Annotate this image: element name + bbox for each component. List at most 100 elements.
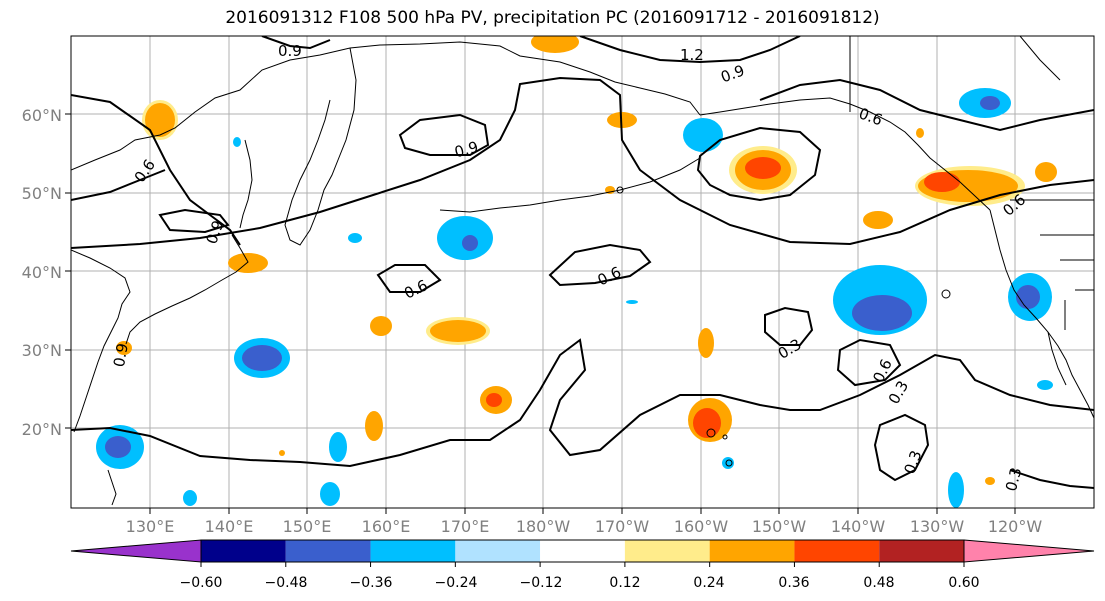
pos-region [985,477,995,485]
lon-tick-label: 160°E [362,517,411,536]
lon-tick-label: 120°W [988,517,1043,536]
pv-contours [71,36,1094,489]
colorbar-tick-label: 0.48 [863,575,894,591]
hawaii-island [725,459,733,467]
lon-tick-label: 170°E [441,517,490,536]
pos-core [486,393,502,407]
pv-contour [759,78,1094,132]
contour-label: 0.9 [452,138,480,162]
colorbar-tick-labels: −0.60 −0.48 −0.36 −0.24 −0.12 0.12 0.24 … [180,575,980,591]
colorbar-extension-low [70,539,202,563]
lat-tick-label: 60°N [22,106,62,125]
colorbar-swatch [624,540,710,562]
colorbar-tick-label: −0.12 [520,575,563,591]
pos-region [531,36,579,53]
lon-tick-label: 160°W [674,517,729,536]
neg-region [683,118,723,152]
pv-contour [873,413,930,482]
pos-core [745,157,781,179]
pos-region [370,316,392,336]
lat-tick-label: 20°N [22,420,62,439]
lon-tick-label: 150°E [283,517,332,536]
axis-ticks [65,113,1016,514]
lon-tick-label: 150°W [752,517,807,536]
contour-label: 0.9 [278,42,302,60]
colorbar-tick-label: 0.12 [609,575,640,591]
pos-region [863,211,893,229]
taiwan-coastline [107,469,117,506]
pos-region [430,320,486,342]
pv-contour [836,338,902,387]
colorbar-swatch [370,540,456,562]
colorbar-swatch [879,540,964,562]
lon-tick-label: 130°W [910,517,965,536]
pv-contour [579,36,801,64]
baja-coastline [1047,331,1067,386]
hawaii-island [722,434,728,440]
neg-core [242,345,282,371]
pv-contour [376,264,442,293]
colorbar-swatch [285,540,371,562]
neg-region [329,432,347,462]
pv-contour [696,126,822,202]
lat-tick-label: 40°N [22,263,62,282]
island-outline [616,186,624,194]
aleutian-chain [439,157,701,213]
contour-label: 0.9 [110,342,132,369]
colorbar-swatches [70,539,1095,563]
map-title: 2016091312 F108 500 hPa PV, precipitatio… [225,8,880,28]
lon-tick-label: 130°E [126,517,175,536]
colorbar-tick-label: 0.24 [693,575,724,591]
hawaii-island [706,428,716,438]
neg-region [348,233,362,243]
pv-contour [71,94,241,246]
colorbar-tick-label: −0.24 [435,575,478,591]
lat-tick-label: 50°N [22,184,62,203]
lon-tick-label: 170°W [595,517,650,536]
colorbar-outline [200,539,965,563]
colorbar-extension-high [963,539,1095,563]
pv-contour [71,169,166,201]
neg-region [626,300,638,304]
lon-axis-labels: 130°E 140°E 150°E 160°E 170°E 180°W 170°… [126,517,1043,536]
na-west-coastline [989,209,1094,419]
neg-region [183,490,197,506]
alaska-coastline [699,97,991,211]
colorbar-tick-label: −0.48 [265,575,308,591]
pv-contour [71,338,1094,468]
lon-tick-label: 180°W [516,517,571,536]
colorbar-tick-label: −0.36 [350,575,393,591]
colorbar-tick-label: 0.60 [948,575,979,591]
japan-coastline [125,234,249,345]
lat-tick-label: 30°N [22,341,62,360]
neg-core [1016,285,1040,309]
us-state-borders [1040,234,1094,330]
neg-core [462,235,478,251]
korea-china-coastline [71,249,131,433]
negative-anomaly-regions [96,88,1053,508]
pos-region [1035,162,1057,182]
pos-core [924,172,960,192]
pos-region [916,128,924,138]
kamchatka-coastline [284,47,357,246]
map-background [71,36,1094,508]
lon-tick-label: 140°W [831,517,886,536]
pos-region [145,103,175,137]
pv-contour [1009,469,1094,489]
colorbar-swatch [540,540,625,562]
neg-region [948,472,964,508]
coastlines [71,36,1094,506]
colorbar-swatch [794,540,880,562]
lat-axis-labels: 60°N 50°N 40°N 30°N 20°N [22,106,62,439]
pv-contour [261,36,331,50]
contour-label: 1.2 [680,46,704,64]
colorbar-swatch [455,540,541,562]
contour-label: 0.3 [1002,466,1026,494]
neg-region [320,482,340,506]
pv-contour [71,76,1094,249]
pos-region [228,253,268,273]
colorbar-swatch [201,540,286,562]
colorbar-ticks [200,562,965,567]
colorbar-tick-label: 0.36 [778,575,809,591]
